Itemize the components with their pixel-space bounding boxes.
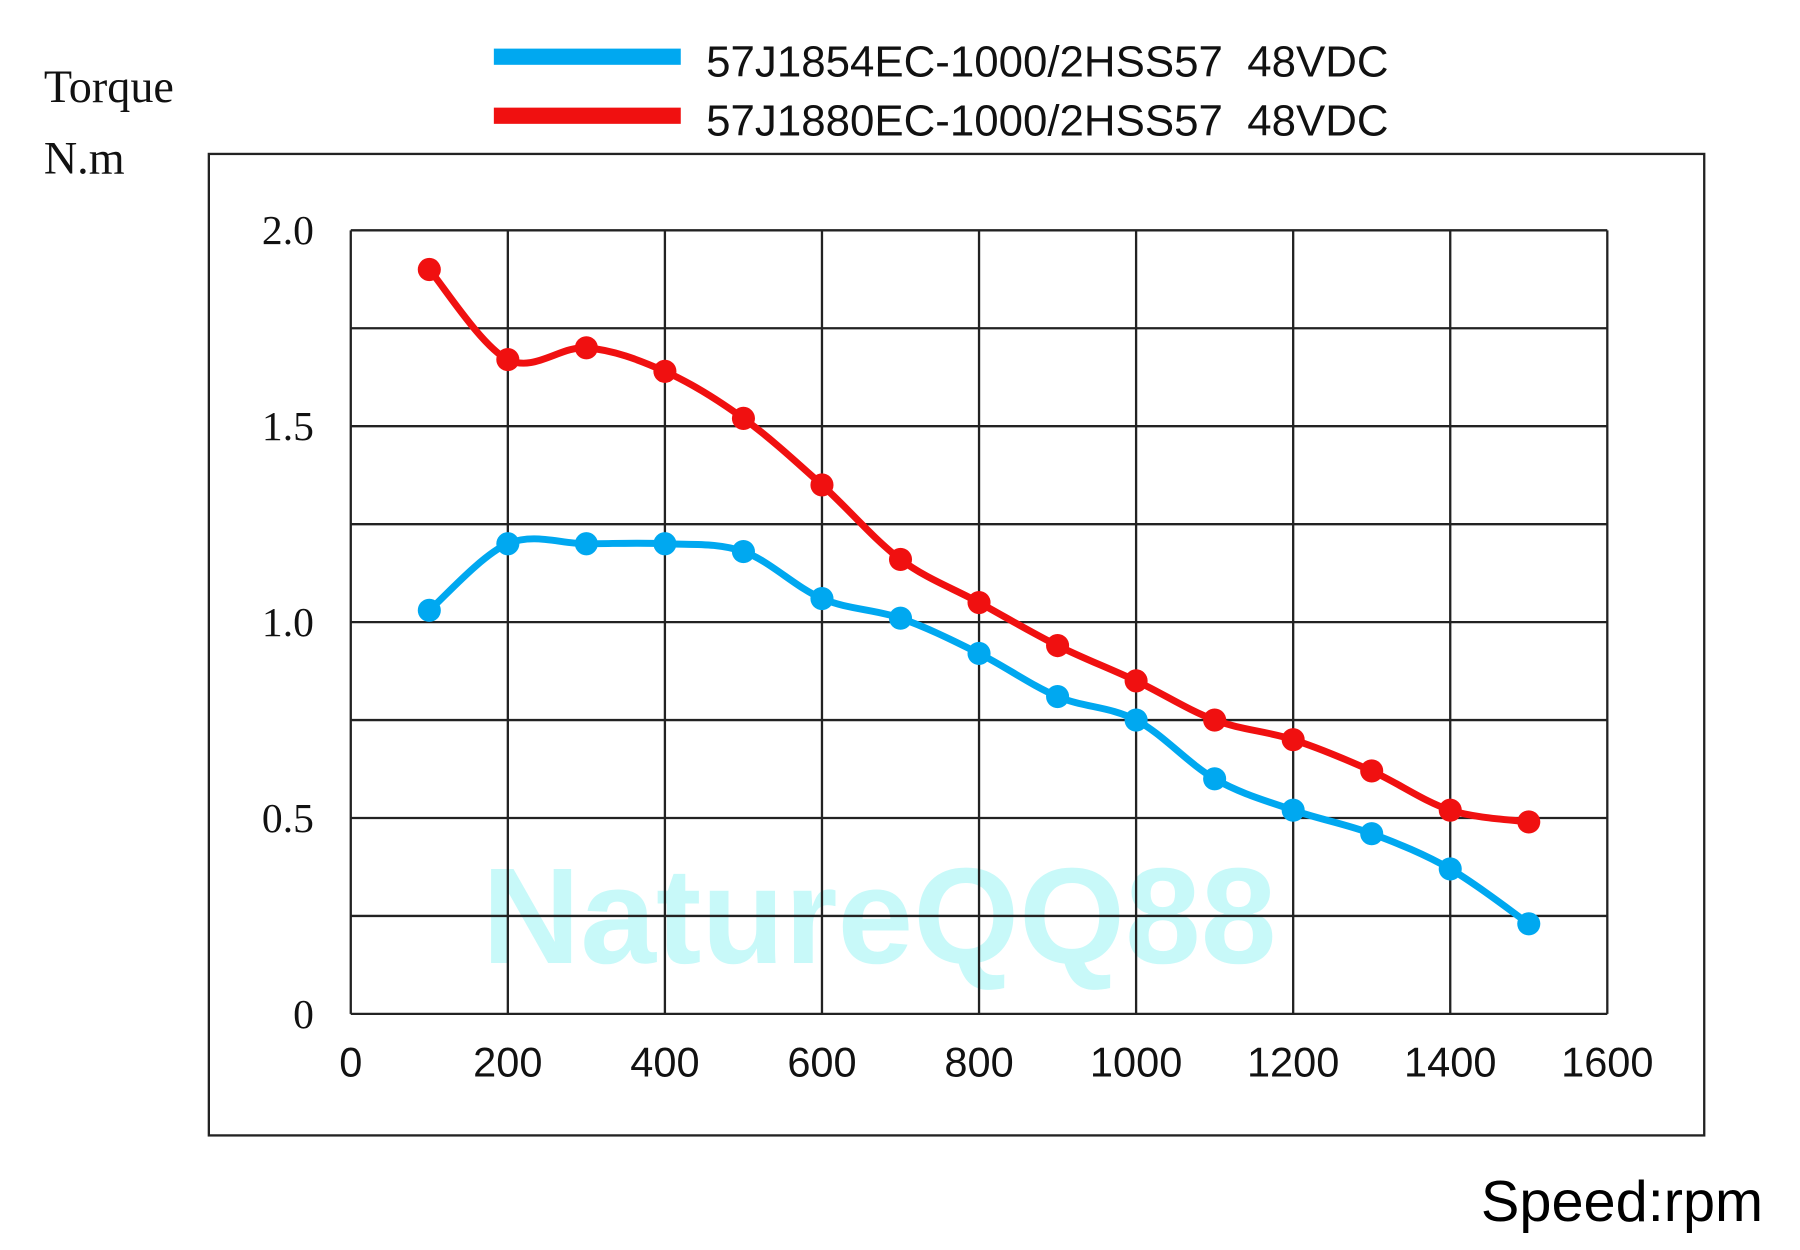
data-point: [1203, 767, 1227, 791]
data-point: [810, 587, 834, 611]
data-point: [967, 641, 991, 666]
x-tick-label: 0: [339, 1038, 362, 1085]
y-tick-label: 1.5: [262, 403, 314, 449]
data-point: [967, 590, 991, 615]
y-tick-label: 2.0: [262, 207, 314, 253]
legend-label-red: 57J1880EC-1000/2HSS57 48VDC: [706, 96, 1388, 145]
data-point: [1046, 684, 1070, 709]
x-tick-label: 800: [944, 1038, 1013, 1085]
series-red: [417, 257, 1541, 834]
data-point: [888, 606, 913, 630]
data-point: [653, 359, 677, 383]
y-axis-label-torque: Torque: [44, 61, 174, 112]
data-point: [810, 473, 834, 497]
data-point: [1124, 708, 1148, 732]
x-axis-label: Speed:rpm: [1481, 1170, 1763, 1234]
data-point: [1360, 759, 1384, 783]
data-point: [888, 547, 913, 571]
x-tick-label: 1600: [1561, 1038, 1653, 1085]
data-point: [1517, 810, 1541, 834]
x-tick-labels: 0 200 400 600 800 1000 1200 1400 1600: [339, 1038, 1653, 1085]
chart-frame: [207, 152, 1706, 1137]
legend: 57J1854EC-1000/2HSS57 48VDC 57J1880EC-10…: [493, 37, 1389, 145]
data-point: [496, 348, 520, 372]
y-tick-label: 0: [293, 991, 314, 1037]
data-point: [1203, 708, 1227, 732]
series-blue: [417, 532, 1541, 936]
data-point: [653, 532, 677, 556]
y-tick-labels: 0 0.5 1.0 1.5 2.0: [262, 207, 314, 1037]
data-point: [574, 336, 598, 360]
data-point: [731, 406, 755, 430]
x-tick-label: 1000: [1090, 1038, 1182, 1085]
data-point: [1124, 669, 1148, 693]
legend-swatch-red: [493, 107, 681, 124]
series-layer: [417, 257, 1541, 936]
data-point: [1517, 912, 1541, 936]
data-point: [1438, 798, 1462, 822]
data-point: [1046, 634, 1070, 658]
data-point: [417, 598, 441, 622]
series-line: [426, 267, 1530, 826]
grid: [349, 229, 1609, 1016]
data-point: [731, 540, 755, 564]
data-point: [1438, 857, 1462, 881]
legend-label-blue: 57J1854EC-1000/2HSS57 48VDC: [706, 37, 1388, 86]
data-point: [1360, 822, 1384, 846]
data-point: [417, 257, 441, 282]
legend-swatch-blue: [493, 48, 681, 65]
x-tick-label: 200: [473, 1038, 542, 1085]
data-point: [496, 532, 520, 556]
x-tick-label: 400: [630, 1038, 699, 1085]
x-tick-label: 600: [787, 1038, 856, 1085]
data-point: [574, 532, 598, 556]
y-axis-label-unit: N.m: [44, 133, 125, 184]
x-tick-label: 1200: [1247, 1038, 1339, 1085]
y-tick-label: 0.5: [262, 795, 314, 841]
x-tick-label: 1400: [1404, 1038, 1496, 1085]
data-point: [1281, 798, 1305, 822]
y-tick-label: 1.0: [262, 599, 314, 645]
data-point: [1281, 728, 1305, 752]
